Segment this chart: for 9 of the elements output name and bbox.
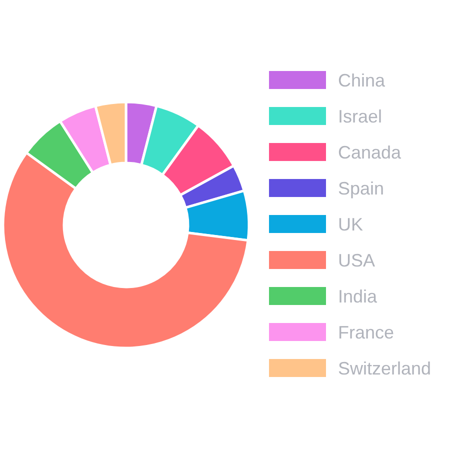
legend-label: UK <box>338 214 364 234</box>
legend-label: China <box>338 70 386 90</box>
legend-label: Spain <box>338 178 384 198</box>
legend-label: Switzerland <box>338 358 432 378</box>
legend-label: Israel <box>338 106 382 126</box>
legend-label: USA <box>338 250 376 270</box>
legend-label: France <box>338 322 394 342</box>
legend-label: India <box>338 286 378 306</box>
legend-label: Canada <box>338 142 402 162</box>
